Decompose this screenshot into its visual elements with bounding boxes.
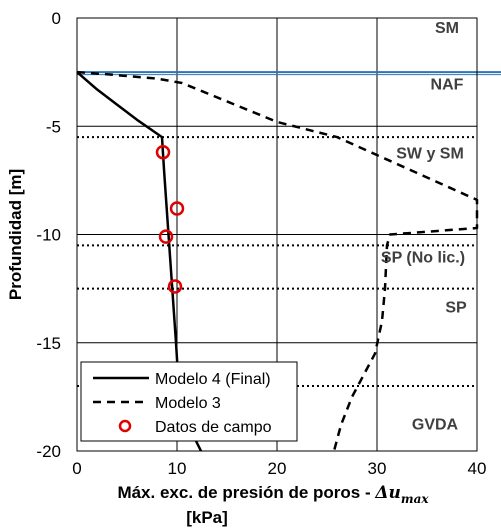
x-tick-label: 30 <box>368 459 387 478</box>
x-axis-units: [kPa] <box>186 508 228 527</box>
layer-label: NAF <box>431 76 464 93</box>
layer-label: SP <box>445 299 467 316</box>
y-tick-label: -15 <box>36 334 61 353</box>
x-tick-label: 40 <box>468 459 487 478</box>
legend-label-datos-de-campo: Datos de campo <box>155 419 272 436</box>
x-axis-label-subscript: max <box>401 492 429 506</box>
legend: Modelo 4 (Final) Modelo 3 Datos de campo <box>80 361 298 442</box>
x-tick-labels: 0 10 20 30 40 <box>72 459 486 478</box>
layer-label: GVDA <box>412 416 459 433</box>
y-tick-labels: 0 -5 -10 -15 -20 <box>36 9 61 461</box>
x-axis-label-symbol: Δu <box>374 483 401 503</box>
water-table-line <box>77 71 501 76</box>
data-point-datos-de-campo <box>158 229 174 244</box>
layer-label: SW y SM <box>396 146 464 163</box>
x-tick-label: 0 <box>72 459 81 478</box>
layer-label: SM <box>435 20 459 37</box>
legend-label-modelo-3: Modelo 3 <box>155 395 221 412</box>
x-axis-label-main: Máx. exc. de presión de poros - <box>117 483 375 502</box>
layer-labels: SM NAF SW y SM SP (No lic.) SP GVDA <box>381 20 467 433</box>
legend-label-modelo-4: Modelo 4 (Final) <box>155 371 271 388</box>
data-point-datos-de-campo <box>169 201 185 216</box>
data-point-datos-de-campo <box>155 144 171 160</box>
data-point-datos-de-campo <box>167 279 183 294</box>
legend-box <box>80 361 298 442</box>
y-tick-label: -10 <box>36 226 61 245</box>
x-axis-label: Máx. exc. de presión de poros - Δumax <box>117 483 429 506</box>
layer-label: SP (No lic.) <box>381 250 465 267</box>
y-tick-label: 0 <box>52 9 61 28</box>
y-tick-label: -20 <box>36 442 61 461</box>
x-tick-label: 20 <box>268 459 287 478</box>
x-tick-label: 10 <box>168 459 187 478</box>
y-axis-label: Profundidad [m] <box>6 169 25 300</box>
plot-frame <box>76 17 478 452</box>
legend-swatch-datos-de-campo <box>118 419 132 433</box>
y-tick-label: -5 <box>46 117 61 136</box>
series-line-modelo-3 <box>76 70 479 452</box>
